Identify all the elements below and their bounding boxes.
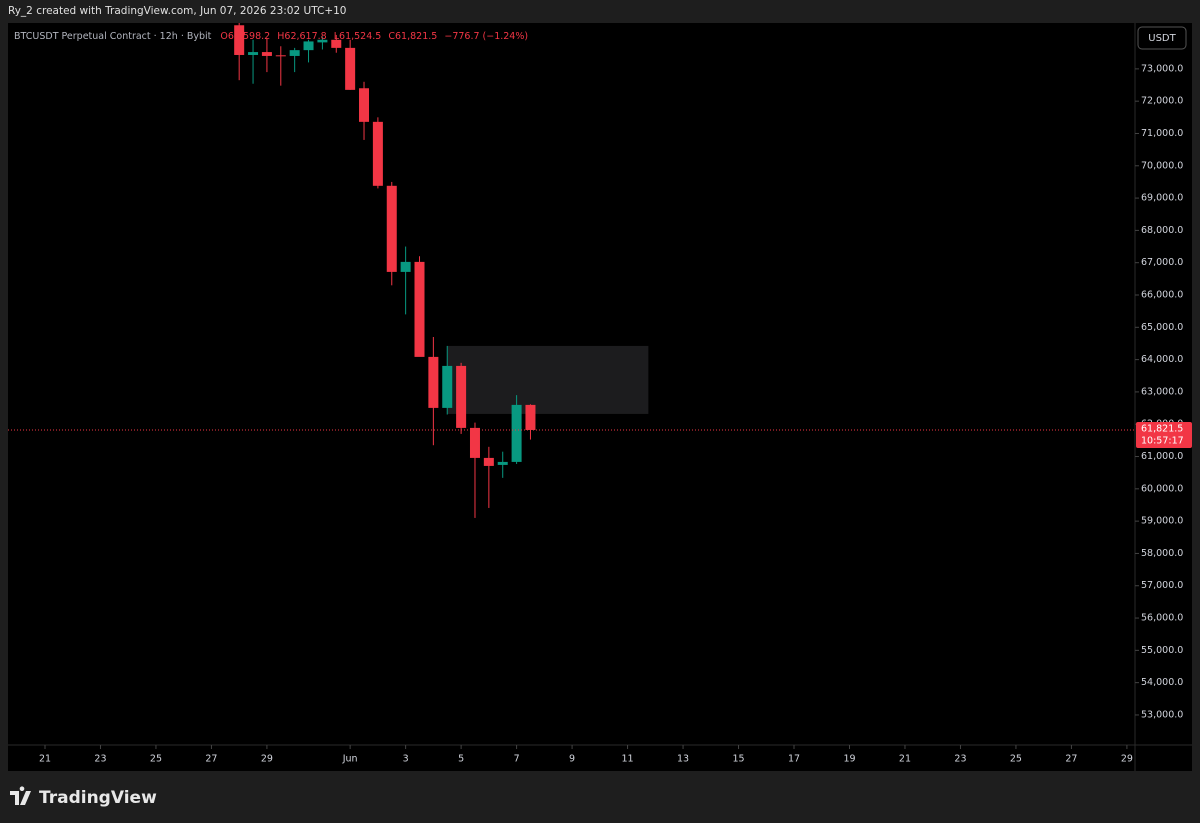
currency: USDT	[1148, 33, 1176, 44]
attribution: Ry_2 created with TradingView.com, Jun 0…	[8, 5, 346, 17]
x-tick-label: 13	[677, 754, 689, 765]
x-tick-label: 3	[403, 754, 409, 765]
x-tick-label: 21	[899, 754, 911, 765]
logo-text: TradingView	[39, 788, 157, 808]
candle-body	[483, 457, 494, 466]
candle-body	[511, 404, 522, 462]
y-tick-label: 61,000.0	[1141, 451, 1183, 462]
candle-body	[289, 50, 300, 56]
y-tick-label: 56,000.0	[1141, 613, 1183, 624]
y-tick-label: 64,000.0	[1141, 354, 1183, 365]
candle-body	[456, 365, 467, 428]
x-tick-label: 29	[261, 754, 273, 765]
y-tick-label: 58,000.0	[1141, 548, 1183, 559]
y-tick-label: 60,000.0	[1141, 483, 1183, 494]
candle-body	[372, 121, 383, 186]
y-tick-label: 71,000.0	[1141, 128, 1183, 139]
symbol: BTCUSDT Perpetual Contract · 12h · Bybit	[14, 31, 212, 42]
x-tick-label: 29	[1121, 754, 1133, 765]
candle-body	[428, 356, 439, 408]
y-tick-label: 72,000.0	[1141, 96, 1183, 107]
candle-body	[234, 25, 245, 55]
x-tick-label: 23	[954, 754, 966, 765]
candle-body	[525, 404, 536, 430]
x-tick-label: 7	[514, 754, 520, 765]
y-tick-label: 63,000.0	[1141, 386, 1183, 397]
last-price-box	[1136, 421, 1192, 448]
x-tick-label: 27	[205, 754, 217, 765]
candle-body	[303, 41, 314, 51]
x-tick-label: 23	[94, 754, 106, 765]
candle-body	[317, 39, 328, 43]
low-readout: L61,524.5	[334, 31, 382, 42]
candle-body	[248, 52, 259, 55]
x-tick-label: 5	[458, 754, 464, 765]
candle-body	[386, 185, 397, 272]
candle-body	[345, 47, 356, 90]
x-tick-label: 9	[569, 754, 575, 765]
candle-body	[261, 52, 272, 56]
candle-body	[275, 55, 286, 57]
plot	[8, 23, 1135, 518]
y-tick-label: 67,000.0	[1141, 257, 1183, 268]
x-tick-label: 27	[1065, 754, 1077, 765]
x-tick-label: 19	[843, 754, 855, 765]
change-readout: −776.7 (−1.24%)	[444, 31, 528, 42]
y-tick-label: 66,000.0	[1141, 290, 1183, 301]
last-price-label: 61,821.5	[1141, 423, 1183, 434]
y-tick-label: 73,000.0	[1141, 63, 1183, 74]
x-tick-label: 25	[1010, 754, 1022, 765]
currency-button[interactable]	[1137, 26, 1187, 50]
x-tick-label: 25	[150, 754, 162, 765]
axes: 53,000.0 54,000.0 55,000.0 56,000.0 57,000.0…	[39, 63, 1192, 765]
y-tick-label: 53,000.0	[1141, 709, 1183, 720]
y-tick-label: 57,000.0	[1141, 580, 1183, 591]
candle-body	[400, 261, 411, 272]
y-tick-label: 65,000.0	[1141, 322, 1183, 333]
x-tick-label: 17	[788, 754, 800, 765]
x-tick-label: 15	[732, 754, 744, 765]
candle-body	[442, 365, 453, 408]
y-tick-label: 55,000.0	[1141, 645, 1183, 656]
high-readout: H62,617.8	[277, 31, 326, 42]
open-readout: O62,598.2	[220, 31, 270, 42]
y-tick-label: 70,000.0	[1141, 160, 1183, 171]
x-tick-label: 11	[622, 754, 634, 765]
candle-body	[359, 88, 370, 122]
x-tick-label: 21	[39, 754, 51, 765]
countdown: 10:57:17	[1141, 435, 1184, 446]
y-tick-label: 69,000.0	[1141, 193, 1183, 204]
candle-body	[414, 261, 425, 357]
x-tick-label: Jun	[342, 754, 358, 765]
y-tick-label: 59,000.0	[1141, 516, 1183, 527]
legend: BTCUSDT Perpetual Contract · 12h · Bybit…	[14, 31, 528, 42]
close-readout: C61,821.5	[388, 31, 437, 42]
y-tick-label: 54,000.0	[1141, 677, 1183, 688]
logo: TradingView	[10, 786, 157, 808]
candle-body	[331, 39, 342, 48]
candle-body	[497, 461, 508, 465]
y-tick-label: 68,000.0	[1141, 225, 1183, 236]
zone-rectangle	[447, 345, 649, 414]
candle-body	[469, 427, 480, 458]
